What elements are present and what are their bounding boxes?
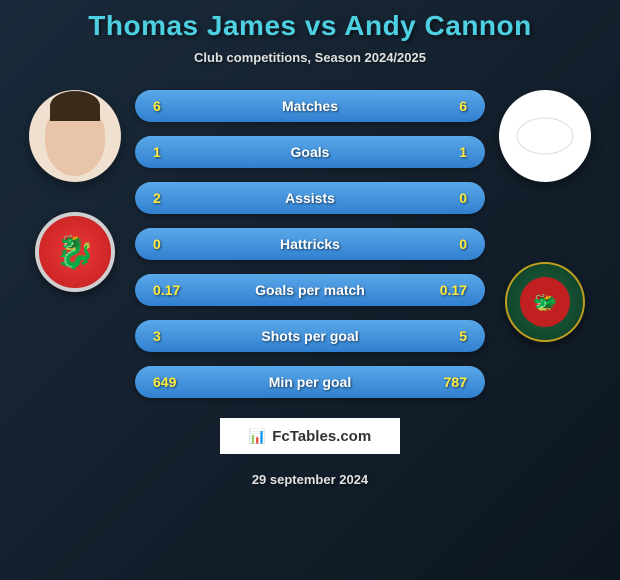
player-left-column: 🐉 — [25, 90, 125, 292]
stat-row-mpg: 649 Min per goal 787 — [135, 366, 485, 398]
stat-left-value: 0.17 — [153, 282, 180, 298]
stat-right-value: 5 — [459, 328, 467, 344]
page-title: Thomas James vs Andy Cannon — [88, 10, 531, 42]
stat-right-value: 787 — [444, 374, 467, 390]
stat-row-hattricks: 0 Hattricks 0 — [135, 228, 485, 260]
stat-label: Shots per goal — [261, 328, 358, 344]
stat-right-value: 1 — [459, 144, 467, 160]
stat-row-gpm: 0.17 Goals per match 0.17 — [135, 274, 485, 306]
stat-right-value: 0.17 — [440, 282, 467, 298]
stat-left-value: 6 — [153, 98, 161, 114]
subtitle: Club competitions, Season 2024/2025 — [194, 50, 426, 65]
stat-right-value: 0 — [459, 236, 467, 252]
main-area: 🐉 6 Matches 6 1 Goals 1 2 Assists 0 0 Ha… — [0, 90, 620, 398]
stat-left-value: 1 — [153, 144, 161, 160]
stat-label: Matches — [282, 98, 338, 114]
stat-label: Hattricks — [280, 236, 340, 252]
stat-row-goals: 1 Goals 1 — [135, 136, 485, 168]
stats-column: 6 Matches 6 1 Goals 1 2 Assists 0 0 Hatt… — [135, 90, 485, 398]
stat-row-spg: 3 Shots per goal 5 — [135, 320, 485, 352]
stat-right-value: 0 — [459, 190, 467, 206]
brand-badge[interactable]: 📊 FcTables.com — [220, 418, 400, 454]
stat-left-value: 3 — [153, 328, 161, 344]
avatar-face-icon — [45, 106, 105, 176]
stat-left-value: 0 — [153, 236, 161, 252]
stat-label: Goals per match — [255, 282, 365, 298]
stat-left-value: 2 — [153, 190, 161, 206]
chart-icon: 📊 — [249, 428, 266, 445]
stat-row-matches: 6 Matches 6 — [135, 90, 485, 122]
club-badge-right: 🐲 — [505, 262, 585, 342]
club-badge-left: 🐉 — [35, 212, 115, 292]
comparison-card: Thomas James vs Andy Cannon Club competi… — [0, 0, 620, 580]
brand-label: FcTables.com — [272, 428, 371, 445]
player-left-avatar — [29, 90, 121, 182]
dragon-icon: 🐲 — [520, 277, 570, 327]
stat-label: Goals — [291, 144, 330, 160]
dragon-icon: 🐉 — [55, 233, 95, 271]
silhouette-icon — [515, 116, 575, 156]
player-right-column: 🐲 — [495, 90, 595, 342]
player-right-avatar — [499, 90, 591, 182]
footer-date: 29 september 2024 — [252, 472, 368, 487]
stat-left-value: 649 — [153, 374, 176, 390]
stat-label: Min per goal — [269, 374, 351, 390]
stat-row-assists: 2 Assists 0 — [135, 182, 485, 214]
stat-right-value: 6 — [459, 98, 467, 114]
stat-label: Assists — [285, 190, 335, 206]
